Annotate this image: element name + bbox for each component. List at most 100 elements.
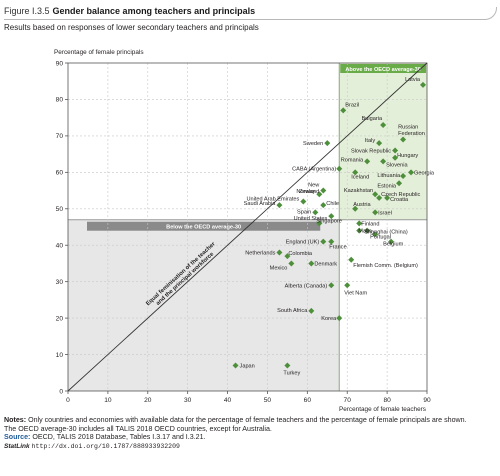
- label-romania: Romania: [341, 157, 364, 163]
- below-average-label: Below the OECD average-30: [166, 225, 241, 231]
- source-label: Source:: [4, 433, 31, 442]
- point-austria: [352, 205, 359, 212]
- point-mexico: [288, 260, 295, 267]
- label-line: Mexico: [270, 265, 288, 271]
- label-shanghai-china: Shanghai (China): [364, 230, 408, 236]
- label-united-states: United States: [294, 216, 328, 222]
- point-georgia: [408, 169, 415, 176]
- point-russian-federation: [400, 136, 407, 143]
- point-chile: [320, 202, 327, 209]
- label-belgium: Belgium: [383, 242, 404, 248]
- point-brazil: [340, 107, 347, 114]
- point-viet-nam: [344, 282, 351, 289]
- point-new-zealand: [320, 187, 327, 194]
- point-flemish-comm-belgium: [348, 256, 355, 263]
- y-axis-label: Percentage of female principals: [54, 49, 144, 56]
- point-netherlands: [276, 249, 283, 256]
- label-united-arab-emirates: United Arab Emirates: [246, 196, 299, 202]
- y-tick-label: 90: [56, 60, 64, 67]
- statlink-url[interactable]: http://dx.doi.org/10.1787/888933932209: [31, 443, 180, 451]
- point-saudi-arabia: [276, 202, 283, 209]
- label-france: France: [329, 245, 346, 251]
- label-czech-republic: Czech Republic: [381, 192, 420, 198]
- x-tick-label: 20: [144, 397, 152, 404]
- label-line: Zealand: [299, 189, 319, 195]
- figure-number: Figure I.3.5: [4, 6, 50, 16]
- label-hungary: Hungary: [397, 153, 418, 159]
- point-korea: [336, 315, 343, 322]
- y-tick-label: 70: [56, 133, 64, 140]
- label-latvia: Latvia: [405, 77, 421, 83]
- label-mexico: Mexico: [270, 265, 288, 271]
- figure-notes: Notes: Only countries and economies with…: [4, 416, 496, 452]
- label-line: Slovenia: [386, 162, 408, 168]
- label-korea: Korea: [321, 316, 337, 322]
- x-tick-label: 90: [423, 397, 431, 404]
- label-brazil: Brazil: [345, 102, 359, 108]
- scatter-chart: Above the OECD average-30 Below the OECD …: [54, 49, 435, 413]
- label-line: Croatia: [390, 197, 409, 203]
- point-turkey: [284, 362, 291, 369]
- label-russian-federation: Russian Federation: [398, 125, 425, 137]
- notes-text: Only countries and economies with availa…: [28, 416, 467, 424]
- x-tick-label: 70: [344, 397, 352, 404]
- label-singapore: Singapore: [316, 218, 342, 224]
- label-line: Sweden: [303, 141, 323, 147]
- figure-header: Figure I.3.5 Gender balance among teacher…: [4, 4, 496, 18]
- label-viet-nam: Viet Nam: [344, 290, 367, 296]
- point-lithuania: [400, 172, 407, 179]
- label-line: France: [329, 245, 346, 251]
- label-new-zealand: New Zealand: [299, 183, 320, 195]
- label-line: Shanghai (China): [364, 230, 408, 236]
- label-georgia: Georgia: [414, 170, 435, 176]
- point-sweden: [324, 140, 331, 147]
- label-croatia: Croatia: [390, 197, 409, 203]
- y-tick-label: 20: [56, 315, 64, 322]
- label-line: Colombia: [288, 251, 313, 257]
- label-line: Norway: [296, 189, 315, 195]
- x-axis-label: Percentage of female teachers: [339, 406, 426, 413]
- point-spain: [312, 209, 319, 216]
- label-iceland: Iceland: [351, 174, 369, 180]
- label-line: Spain: [297, 209, 311, 215]
- label-israel: Israel: [378, 210, 392, 216]
- point-italy: [376, 140, 383, 147]
- data-points: [232, 81, 427, 369]
- point-kazakhstan: [372, 191, 379, 198]
- statlink-label: StatLink: [4, 443, 30, 451]
- label-england-uk: England (UK): [286, 240, 320, 246]
- point-portugal: [372, 231, 379, 238]
- y-tick-label: 10: [56, 352, 64, 359]
- point-estonia: [396, 180, 403, 187]
- label-portugal: Portugal: [370, 234, 391, 240]
- label-line: Federation: [398, 131, 425, 137]
- y-tick-label: 30: [56, 279, 64, 286]
- label-line: Chile: [326, 201, 339, 207]
- label-line: Slovak Republic: [351, 148, 391, 154]
- label-bulgaria: Bulgaria: [362, 116, 383, 122]
- label-line: Malta: [358, 229, 373, 235]
- point-united-states: [328, 213, 335, 220]
- label-denmark: Denmark: [314, 261, 337, 267]
- below-average-region: [68, 219, 340, 391]
- y-tick-label: 40: [56, 243, 64, 250]
- x-tick-label: 10: [104, 397, 112, 404]
- label-malta: Malta: [358, 229, 373, 235]
- point-singapore: [316, 220, 323, 227]
- label-line: Russian: [398, 125, 418, 131]
- above-average-header: [340, 64, 426, 73]
- label-line: Korea: [321, 316, 337, 322]
- point-denmark: [308, 260, 315, 267]
- label-line: Bulgaria: [362, 116, 383, 122]
- label-line: Romania: [341, 157, 364, 163]
- label-line: Latvia: [405, 77, 421, 83]
- notes-oecd-average: The OECD average-30 includes all TALIS 2…: [4, 424, 272, 433]
- label-line: Viet Nam: [344, 290, 367, 296]
- label-line: Israel: [378, 210, 392, 216]
- below-average-header: [87, 221, 321, 231]
- label-line: Georgia: [414, 170, 435, 176]
- point-france: [328, 238, 335, 245]
- label-italy: Italy: [365, 138, 375, 144]
- label-norway: Norway: [296, 189, 315, 195]
- label-line: Portugal: [370, 234, 391, 240]
